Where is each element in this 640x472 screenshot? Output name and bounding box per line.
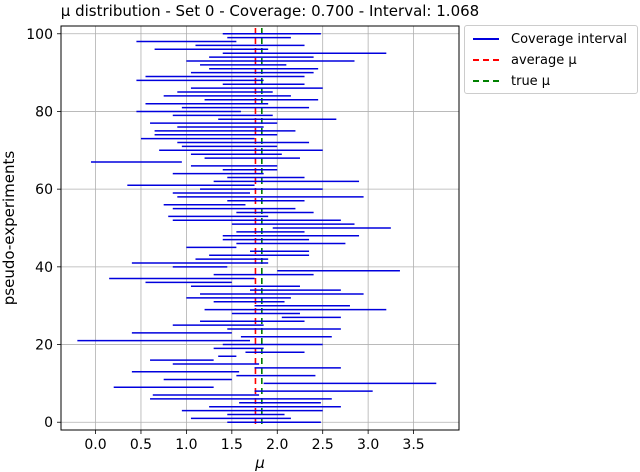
y-tick-label: 20	[35, 338, 53, 354]
legend-label-average: average μ	[511, 52, 577, 68]
interval-series	[77, 33, 437, 423]
y-tick-label: 40	[35, 260, 53, 276]
y-axis-label: pseudo-experiments	[0, 151, 18, 306]
y-tick-label: 100	[26, 27, 53, 43]
legend-swatch-true	[473, 80, 499, 82]
x-tick-label: 0.0	[84, 437, 106, 453]
legend-swatch-coverage	[473, 38, 499, 40]
legend: Coverage interval average μ true μ	[464, 25, 638, 94]
x-tick-label: 2.5	[312, 437, 334, 453]
gridlines	[61, 26, 459, 430]
average-mu-line	[254, 27, 263, 425]
x-tick-label: 3.0	[357, 437, 379, 453]
legend-item-true: true μ	[473, 71, 550, 91]
y-axis-ticks: 0 20 40 60 80 100	[26, 27, 61, 431]
x-tick-label: 3.5	[402, 437, 424, 453]
legend-item-coverage: Coverage interval	[473, 29, 627, 49]
legend-label-coverage: Coverage interval	[511, 31, 627, 47]
x-tick-label: 1.5	[221, 437, 243, 453]
x-tick-label: 2.0	[266, 437, 288, 453]
x-axis-ticks: 0.0 0.5 1.0 1.5 2.0 2.5 3.0 3.5	[84, 430, 425, 453]
legend-swatch-average	[473, 59, 499, 61]
x-tick-label: 1.0	[175, 437, 197, 453]
y-tick-label: 60	[35, 182, 53, 198]
x-tick-label: 0.5	[130, 437, 152, 453]
plot-frame	[60, 25, 460, 431]
x-axis-label: μ	[254, 454, 265, 472]
y-tick-label: 0	[44, 415, 53, 431]
chart-title: μ distribution - Set 0 - Coverage: 0.700…	[61, 2, 479, 20]
legend-label-true: true μ	[511, 73, 551, 89]
y-tick-label: 80	[35, 104, 53, 120]
legend-item-average: average μ	[473, 50, 577, 70]
